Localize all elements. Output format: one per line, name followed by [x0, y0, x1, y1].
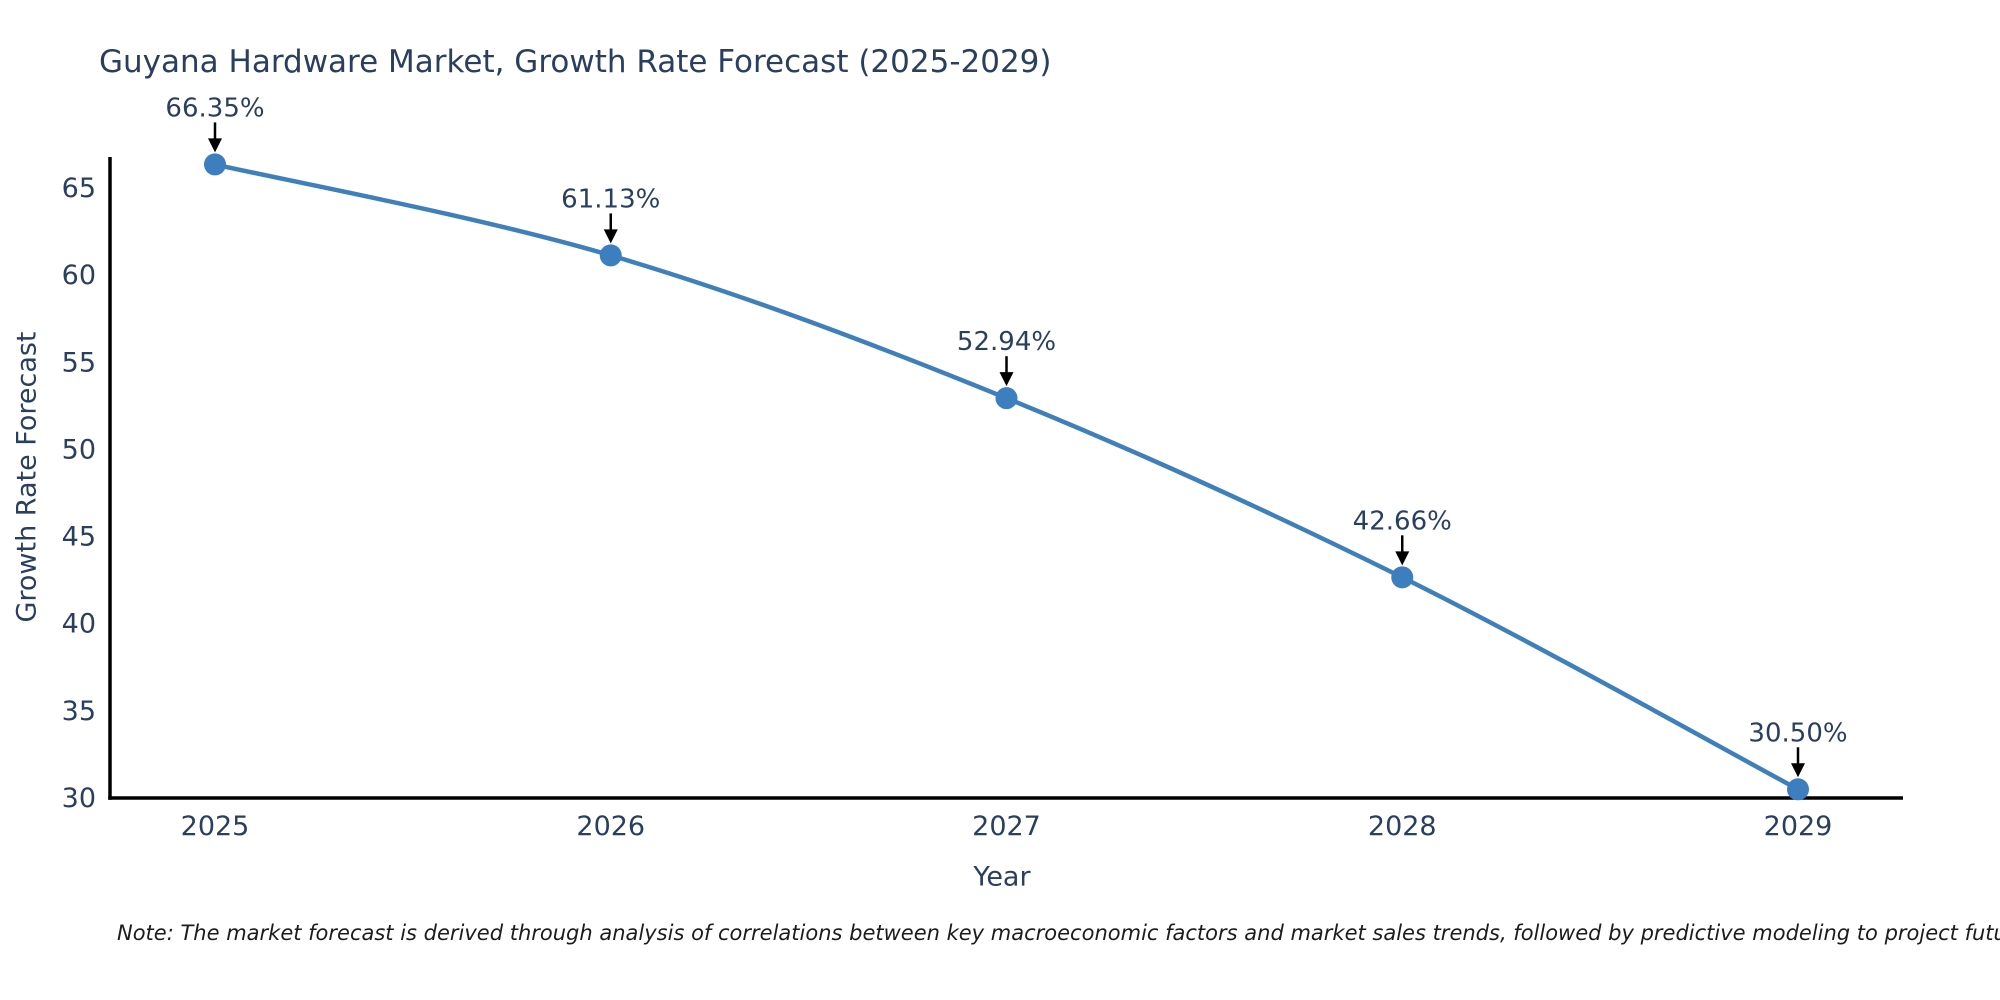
x-axis-title: Year	[973, 861, 1031, 893]
trend-line	[212, 162, 1801, 792]
annotation-arrow-head	[208, 138, 222, 153]
x-tick-label: 2026	[576, 811, 645, 842]
y-tick-label: 45	[62, 522, 96, 553]
data-point-label: 52.94%	[957, 327, 1056, 357]
y-tick-label: 35	[62, 696, 96, 727]
annotation-arrow-head	[1791, 763, 1805, 778]
data-point-label: 66.35%	[165, 93, 264, 123]
y-tick-label: 55	[62, 347, 96, 378]
x-tick-label: 2028	[1368, 811, 1437, 842]
y-tick-label: 65	[62, 173, 96, 204]
x-tick-label: 2025	[181, 811, 250, 842]
data-point-marker	[1391, 566, 1414, 589]
x-tick-label: 2029	[1764, 811, 1833, 842]
footnote: Note: The market forecast is derived thr…	[117, 921, 2000, 945]
annotation-arrow-head	[603, 229, 618, 244]
data-point-label: 61.13%	[561, 184, 660, 214]
data-point-marker	[599, 244, 622, 267]
data-point-label: 30.50%	[1748, 718, 1847, 748]
x-tick-label: 2027	[972, 811, 1041, 842]
data-point-label: 42.66%	[1353, 506, 1452, 536]
data-point-marker	[1787, 778, 1809, 801]
annotation-arrow-head	[1395, 551, 1410, 566]
y-tick-label: 30	[62, 783, 96, 814]
y-tick-label: 40	[62, 609, 96, 640]
y-tick-label: 60	[62, 260, 96, 291]
data-point-marker	[204, 153, 226, 176]
data-point-marker	[995, 387, 1018, 410]
chart-title: Guyana Hardware Market, Growth Rate Fore…	[99, 44, 1052, 80]
y-tick-label: 50	[62, 434, 96, 465]
annotation-arrow-head	[999, 372, 1014, 387]
